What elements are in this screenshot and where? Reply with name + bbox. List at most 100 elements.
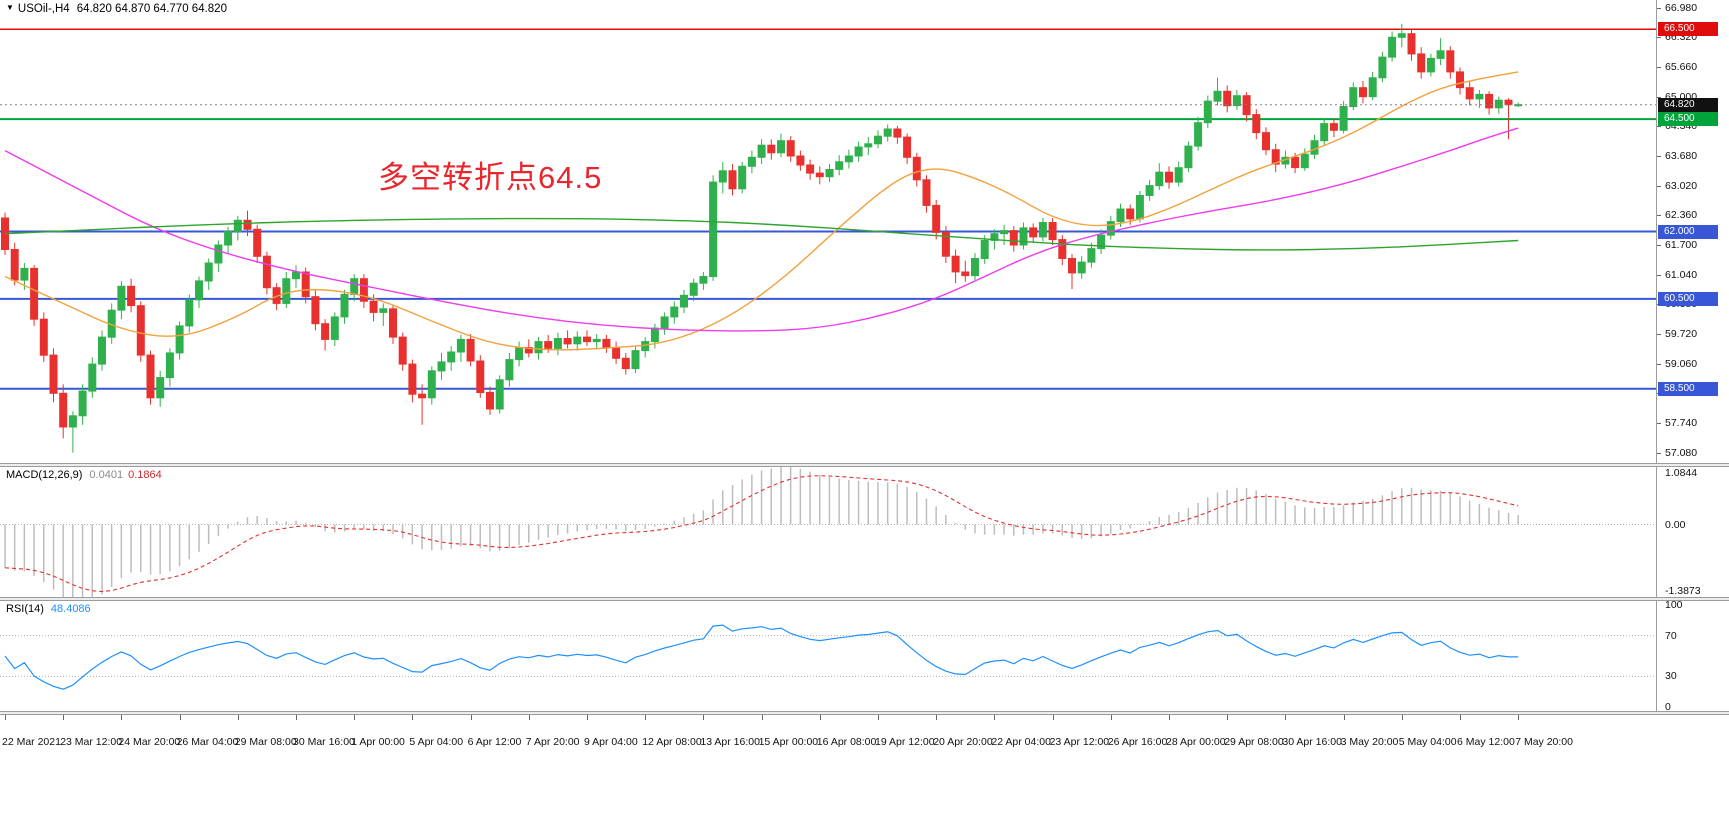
- ma-fast-orange: [4, 71, 1519, 351]
- price-chart-canvas[interactable]: [0, 0, 1656, 463]
- time-axis-label: 22 Mar 2021: [2, 736, 61, 748]
- price-level-badge: 58.500: [1658, 381, 1718, 396]
- time-tick-mark: [528, 715, 530, 720]
- panel-splitter[interactable]: [0, 711, 1729, 715]
- time-axis-label: 3 May 20:00: [1340, 736, 1399, 748]
- time-axis-label: 30 Mar 16:00: [293, 736, 355, 748]
- time-axis-label: 6 Apr 12:00: [467, 736, 522, 748]
- time-tick-mark: [1052, 715, 1054, 720]
- time-tick-mark: [703, 715, 705, 720]
- time-tick-mark: [179, 715, 181, 720]
- triangle-marker-icon: ▼: [6, 3, 14, 12]
- price-tick-label: 57.740: [1665, 417, 1698, 429]
- time-tick-mark: [237, 715, 239, 720]
- time-tick-mark: [1401, 715, 1403, 720]
- time-tick-mark: [1343, 715, 1345, 720]
- time-tick-mark: [1110, 715, 1112, 720]
- rsi-axis-label: 30: [1665, 670, 1677, 683]
- rsi-axis-label: 70: [1665, 629, 1677, 642]
- rsi-line: [4, 624, 1519, 690]
- time-axis-label: 7 May 20:00: [1515, 736, 1573, 748]
- time-axis-label: 12 Apr 08:00: [642, 736, 702, 748]
- price-tick-mark: [1657, 37, 1661, 39]
- price-tick-mark: [1657, 245, 1661, 246]
- time-axis-label: 22 Apr 04:00: [991, 736, 1051, 748]
- time-tick-mark: [1227, 715, 1229, 720]
- time-tick-mark: [296, 715, 297, 720]
- time-tick-mark: [412, 715, 414, 720]
- time-axis-label: 1 Apr 00:00: [351, 736, 405, 748]
- macd-axis-label: -1.3873: [1665, 585, 1701, 597]
- time-axis-label: 6 May 12:00: [1457, 736, 1515, 748]
- price-tick-label: 61.040: [1665, 268, 1698, 281]
- time-axis[interactable]: 22 Mar 2021 23 Mar 12:00 24 Mar 20:00 26 Ma…: [0, 715, 1729, 827]
- time-tick-mark: [1460, 715, 1461, 720]
- price-tick-label: 63.020: [1665, 179, 1698, 192]
- rsi-panel-canvas[interactable]: [0, 601, 1656, 711]
- price-tick-mark: [1657, 185, 1661, 187]
- symbol-ohlc-bar: ▼ USOil-,H4 64.820 64.870 64.770 64.820: [6, 3, 227, 15]
- price-tick-mark: [1657, 215, 1661, 217]
- time-tick-mark: [63, 715, 65, 720]
- price-axis[interactable]: 66.980 66.320 65.660 65.000 64.340 63.680 63.0…: [1656, 0, 1729, 715]
- rsi-axis-label: 0: [1665, 701, 1671, 713]
- symbol-timeframe-label: USOil-,H4: [17, 3, 70, 15]
- time-tick-mark: [354, 715, 356, 720]
- time-tick-mark: [1518, 715, 1520, 720]
- price-tick-label: 62.360: [1665, 209, 1698, 222]
- price-tick-label: 65.660: [1665, 61, 1698, 73]
- panel-splitter[interactable]: [0, 463, 1729, 467]
- time-axis-label: 20 Apr 20:00: [933, 736, 993, 748]
- panel-splitter[interactable]: [0, 597, 1729, 601]
- price-tick-label: 61.700: [1665, 239, 1698, 251]
- time-tick-mark: [470, 715, 472, 720]
- price-tick-label: 57.080: [1665, 446, 1698, 459]
- time-axis-label: 16 Apr 08:00: [816, 736, 877, 748]
- rsi-axis-label: 100: [1665, 599, 1683, 611]
- time-axis-label: 23 Mar 12:00: [60, 736, 123, 748]
- time-axis-label: 5 May 04:00: [1398, 736, 1457, 748]
- time-axis-label: 29 Apr 08:00: [1224, 736, 1284, 748]
- price-tick-label: 66.980: [1665, 1, 1698, 14]
- price-tick-mark: [1657, 363, 1661, 365]
- price-tick-mark: [1657, 156, 1661, 157]
- time-axis-label: 26 Mar 04:00: [176, 736, 239, 748]
- time-tick-mark: [936, 715, 938, 720]
- time-axis-label: 26 Apr 16:00: [1107, 736, 1168, 748]
- price-tick-mark: [1657, 96, 1661, 98]
- price-tick-mark: [1657, 7, 1661, 9]
- macd-signal-line: [4, 475, 1519, 593]
- rsi-label-row: RSI(14) 48.4086: [6, 603, 91, 615]
- candles-down: [1, 29, 1513, 439]
- time-axis-label: 13 Apr 16:00: [700, 736, 760, 748]
- macd-panel-canvas[interactable]: [0, 467, 1656, 597]
- ma-trend-green: [4, 217, 1519, 251]
- time-axis-label: 30 Apr 16:00: [1282, 736, 1342, 748]
- time-tick-mark: [121, 715, 123, 720]
- macd-axis-label: 1.0844: [1665, 467, 1698, 479]
- price-tick-label: 59.060: [1665, 357, 1698, 370]
- time-axis-label: 28 Apr 00:00: [1166, 736, 1226, 748]
- price-level-badge: 66.500: [1658, 22, 1718, 37]
- time-tick-mark: [1169, 715, 1170, 720]
- price-tick-label: 63.680: [1665, 150, 1698, 162]
- candles-up: [20, 23, 1523, 453]
- macd-signal-value: 0.1864: [128, 469, 162, 481]
- price-tick-mark: [1657, 126, 1661, 128]
- time-axis-label: 24 Mar 20:00: [118, 736, 181, 748]
- time-axis-label: 19 Apr 12:00: [875, 736, 935, 748]
- time-axis-label: 5 Apr 04:00: [409, 736, 464, 748]
- rsi-value: 48.4086: [50, 603, 91, 615]
- time-axis-label: 29 Mar 08:00: [234, 736, 297, 748]
- macd-main-value: 0.0401: [89, 469, 124, 481]
- time-tick-mark: [5, 715, 6, 720]
- price-tick-mark: [1657, 423, 1661, 424]
- time-axis-label: 15 Apr 00:00: [758, 736, 819, 748]
- price-tick-label: 59.720: [1665, 328, 1698, 340]
- macd-indicator-name: MACD(12,26,9): [6, 469, 83, 481]
- time-tick-mark: [587, 715, 588, 720]
- chart-annotation-text[interactable]: 多空转折点64.5: [378, 160, 603, 195]
- price-tick-mark: [1657, 334, 1661, 335]
- rsi-indicator-name: RSI(14): [6, 603, 44, 615]
